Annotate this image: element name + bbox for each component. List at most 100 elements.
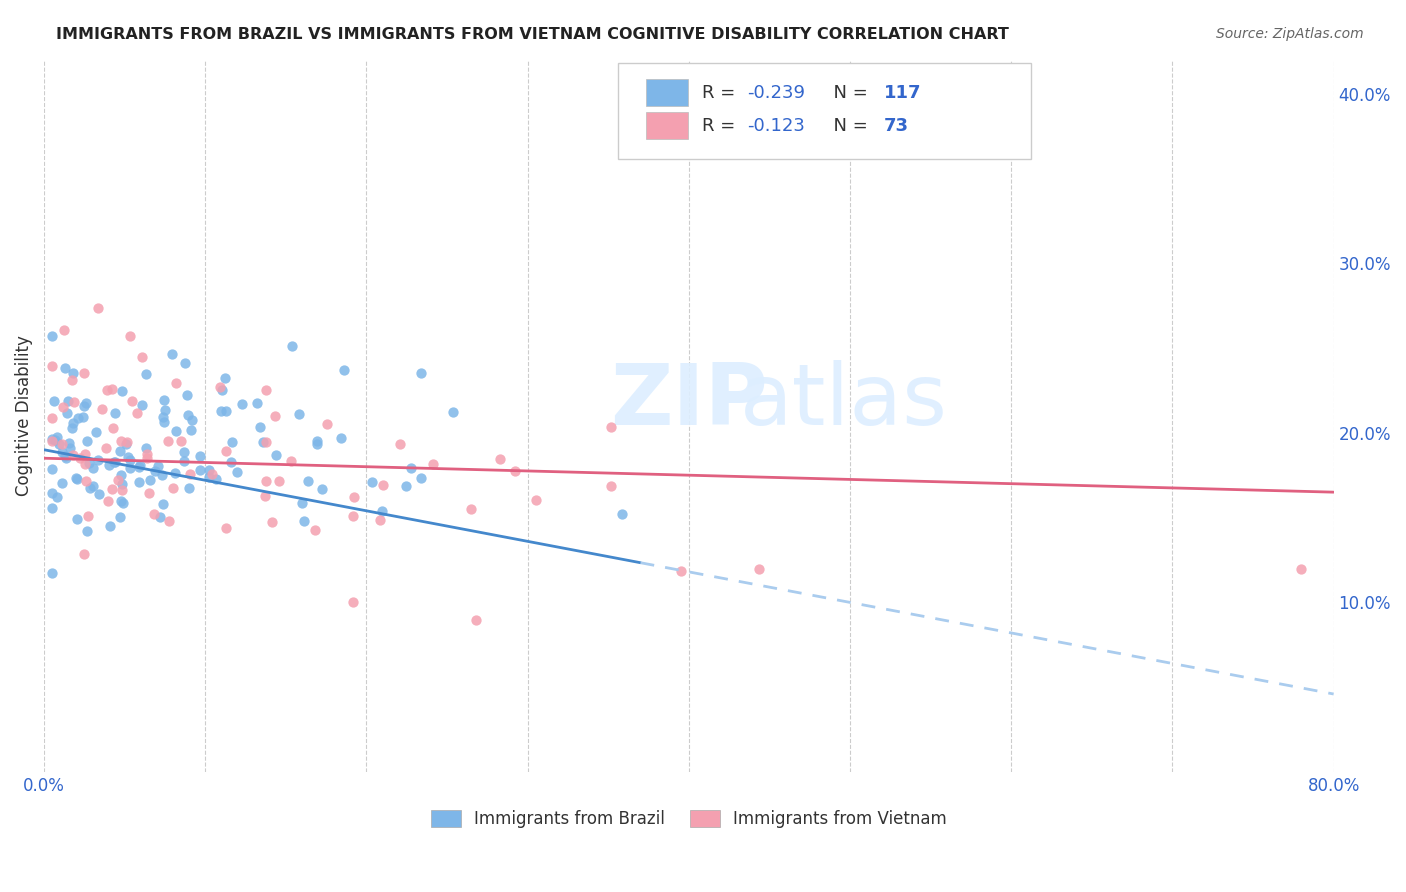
Point [145,464,167,478]
Point [117,450,139,464]
Point [170,434,193,449]
Point [82,479,104,493]
Point [146,458,169,473]
Point [269,474,291,488]
Point [48,437,70,451]
Point [173,444,195,458]
Point [77,456,100,470]
Point [135,368,157,382]
Point [152,409,174,424]
Point [131,350,153,364]
Point [76,524,98,539]
Point [441,405,464,419]
Point [62,366,84,380]
Point [75,396,97,410]
Point [371,478,394,492]
Point [66,411,89,425]
Point [221,435,243,450]
Point [110,467,132,482]
Point [111,384,134,398]
Point [305,434,328,448]
Point [188,463,211,477]
Point [395,479,418,493]
Point [59,441,82,455]
Point [108,510,131,524]
Point [41,486,63,500]
Point [332,362,354,376]
Point [264,448,287,462]
Point [524,493,547,508]
Point [91,401,114,416]
Text: atlas: atlas [740,360,948,443]
Point [291,495,314,509]
Point [311,482,333,496]
Point [409,366,432,380]
Legend: Immigrants from Brazil, Immigrants from Vietnam: Immigrants from Brazil, Immigrants from … [425,804,953,835]
Point [41,411,63,425]
Point [399,460,422,475]
Point [156,434,179,449]
Point [287,407,309,421]
Point [231,397,253,411]
Point [56,406,79,420]
Point [73,447,96,461]
Point [103,454,125,468]
Point [669,564,692,578]
Point [489,452,512,467]
Point [176,388,198,402]
Text: R =: R = [702,117,741,135]
Text: Source: ZipAtlas.com: Source: ZipAtlas.com [1216,27,1364,41]
Point [63,395,86,409]
Point [58,435,80,450]
Point [292,514,315,528]
Point [131,398,153,412]
Point [60,372,83,386]
Point [138,485,160,500]
Point [56,394,79,409]
Point [209,380,232,394]
Point [115,435,138,450]
Point [41,566,63,580]
Point [73,366,96,380]
Point [120,461,142,475]
Point [179,482,201,496]
Point [53,361,76,376]
Point [600,420,623,434]
Text: ZIP: ZIP [610,360,768,443]
Point [135,441,157,455]
Point [73,547,96,561]
Point [98,519,121,533]
Point [343,490,366,504]
Point [41,461,63,475]
Point [41,359,63,374]
Point [139,473,162,487]
Point [225,465,247,479]
Point [460,501,482,516]
Point [371,504,394,518]
Point [136,451,159,466]
Point [143,507,166,521]
Text: 117: 117 [883,84,921,102]
Point [87,487,110,501]
Point [79,481,101,495]
Point [249,420,271,434]
Point [505,465,527,479]
Point [120,329,142,343]
Point [115,437,138,451]
Point [211,384,233,398]
Y-axis label: Cognitive Disability: Cognitive Disability [15,335,32,496]
Point [44,394,66,409]
Point [280,339,302,353]
Point [76,508,98,523]
Point [128,475,150,490]
Point [66,512,89,526]
Point [96,383,118,397]
Point [411,471,433,485]
Point [125,406,148,420]
Point [41,328,63,343]
Point [252,435,274,450]
Point [69,451,91,466]
Point [160,347,183,361]
Point [1291,562,1313,576]
Point [97,494,120,508]
